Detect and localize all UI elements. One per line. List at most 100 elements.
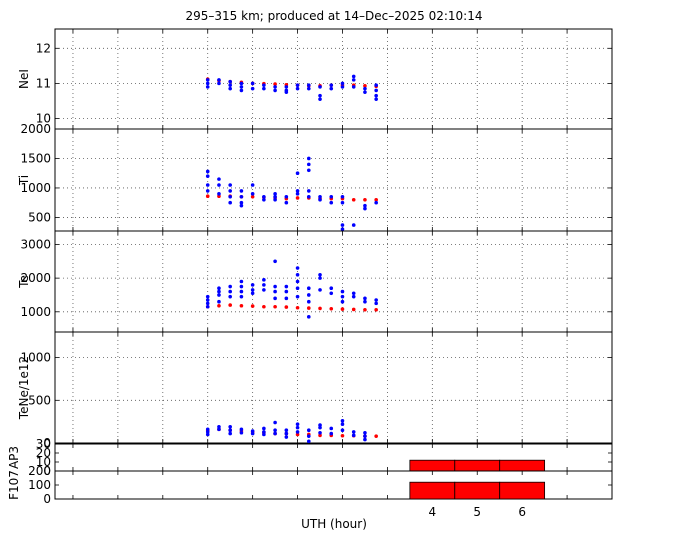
index-bar <box>454 481 501 500</box>
data-point-blue <box>228 289 232 294</box>
data-point-blue <box>228 431 232 436</box>
y-tick-label: 0 <box>43 464 51 478</box>
data-point-blue <box>205 85 210 89</box>
data-point-blue <box>239 294 244 299</box>
data-point-red <box>295 196 300 200</box>
data-point-blue <box>217 424 221 429</box>
data-point-blue <box>329 195 334 199</box>
data-point-blue <box>284 195 289 199</box>
y-axis-label: AP3 <box>7 446 21 469</box>
y-tick-label: 0 <box>43 436 51 450</box>
data-point-blue <box>306 168 311 173</box>
y-axis-label: Te <box>17 275 31 289</box>
data-point-red <box>363 84 367 88</box>
data-point-blue <box>374 88 378 93</box>
data-point-blue <box>340 227 345 232</box>
data-point-blue <box>239 88 244 93</box>
y-tick-label: 500 <box>28 393 51 407</box>
data-point-blue <box>228 200 232 205</box>
data-point-blue <box>239 195 244 199</box>
data-point-blue <box>228 83 232 87</box>
data-point-blue <box>239 279 244 284</box>
data-point-blue <box>262 432 266 437</box>
data-point-blue <box>217 78 221 82</box>
data-point-blue <box>262 430 266 434</box>
data-point-blue <box>273 420 277 425</box>
data-point-blue <box>295 86 300 91</box>
data-point-blue <box>295 430 300 434</box>
panel-1: 500 1000 1500 2000 Ti <box>17 122 613 232</box>
data-point-blue <box>295 272 300 277</box>
data-point-red <box>295 305 300 310</box>
data-point-blue <box>351 223 356 227</box>
data-point-blue <box>205 432 210 437</box>
y-tick-label: 12 <box>36 41 51 55</box>
data-point-blue <box>329 200 334 205</box>
data-point-blue <box>273 259 277 264</box>
data-point-red <box>329 306 334 311</box>
data-point-blue <box>374 301 378 306</box>
panel-2: 1000 2000 3000 Te <box>17 230 613 333</box>
data-point-red <box>284 305 289 309</box>
y-tick-label: 11 <box>36 76 51 90</box>
data-point-red <box>262 304 266 309</box>
data-point-blue <box>228 294 232 299</box>
data-point-blue <box>318 425 322 430</box>
data-point-blue <box>239 430 244 435</box>
data-point-blue <box>351 430 356 434</box>
y-tick-label: 2000 <box>20 122 51 136</box>
data-point-blue <box>205 78 210 82</box>
data-point-blue <box>205 301 210 306</box>
y-axis-label: NeI <box>17 69 31 89</box>
data-point-blue <box>351 74 356 79</box>
data-point-blue <box>306 293 311 297</box>
data-point-blue <box>318 288 322 292</box>
data-point-blue <box>329 291 334 296</box>
data-point-blue <box>340 419 345 423</box>
data-point-red <box>318 306 322 311</box>
data-point-blue <box>363 206 367 211</box>
data-point-blue <box>284 428 289 432</box>
data-point-red <box>374 197 378 202</box>
data-point-blue <box>295 286 300 291</box>
data-point-blue <box>273 428 277 432</box>
data-point-blue <box>306 299 311 304</box>
data-point-red <box>318 433 322 438</box>
y-tick-label: 200 <box>28 464 51 478</box>
data-point-blue <box>205 189 210 193</box>
data-point-blue <box>239 81 244 86</box>
data-point-red <box>273 304 277 309</box>
data-point-blue <box>250 429 255 433</box>
data-point-red <box>363 197 367 202</box>
data-point-blue <box>262 195 266 199</box>
data-point-blue <box>318 272 322 277</box>
data-point-red <box>250 195 255 199</box>
data-point-blue <box>239 85 244 89</box>
data-point-blue <box>295 171 300 176</box>
panel-frame <box>54 28 613 130</box>
y-tick-label: 100 <box>28 478 51 492</box>
data-point-blue <box>295 189 300 193</box>
data-point-blue <box>217 286 221 291</box>
data-point-blue <box>295 279 300 284</box>
data-point-blue <box>273 284 277 289</box>
data-point-red <box>374 434 378 438</box>
data-point-blue <box>250 288 255 292</box>
data-point-blue <box>363 90 367 94</box>
y-tick-label: 30 <box>36 437 51 451</box>
data-point-blue <box>340 200 345 205</box>
data-point-blue <box>318 85 322 89</box>
data-point-red <box>351 197 356 202</box>
data-point-blue <box>273 88 277 93</box>
data-point-blue <box>205 427 210 432</box>
data-point-blue <box>205 169 210 174</box>
data-point-blue <box>329 426 334 431</box>
data-point-blue <box>374 93 378 98</box>
data-point-blue <box>284 200 289 205</box>
data-point-red <box>340 307 345 311</box>
data-point-blue <box>318 423 322 427</box>
data-point-blue <box>262 86 266 91</box>
